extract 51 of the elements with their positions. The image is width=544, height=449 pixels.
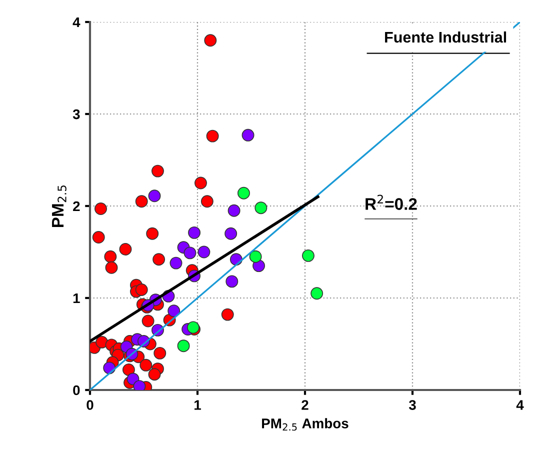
point (168, 304, 180, 318)
point (310, 287, 324, 300)
point (254, 202, 268, 214)
point (177, 340, 190, 352)
point (184, 246, 196, 260)
point (224, 227, 238, 240)
point (135, 195, 148, 208)
point (104, 250, 117, 263)
point (152, 253, 166, 266)
point (148, 368, 161, 381)
point (96, 336, 108, 348)
point (206, 130, 219, 142)
point (122, 364, 135, 376)
y-tick-label: 0 (73, 385, 80, 396)
point (146, 227, 159, 240)
point (188, 226, 201, 239)
point (194, 176, 207, 190)
point (200, 195, 214, 208)
point (237, 186, 250, 200)
annotation: R$^{2}$=0.2 (366, 194, 417, 210)
x-tick-label: 0 (86, 400, 94, 410)
point (221, 308, 234, 321)
x-tick-label: 2 (302, 400, 308, 410)
point (151, 164, 164, 178)
point (154, 346, 166, 360)
y-tick-label: 2 (73, 201, 80, 212)
point (92, 231, 105, 244)
point (302, 249, 314, 262)
point (198, 246, 210, 258)
point (204, 34, 217, 47)
x-tick-label: 3 (408, 400, 416, 410)
point (119, 243, 132, 256)
point (148, 190, 161, 202)
x-tick-label: 1 (194, 400, 201, 410)
x-axis-title: PM$_{2.5}$ Ambos (262, 418, 348, 431)
point (228, 204, 240, 217)
y-axis-title: PM$_{2.5}$ (52, 185, 66, 228)
point (94, 202, 107, 215)
point (135, 283, 148, 296)
point (249, 250, 262, 263)
point (140, 358, 152, 372)
x-tick-label: 4 (516, 400, 524, 410)
point (105, 261, 118, 274)
point (242, 128, 254, 142)
point (170, 256, 182, 270)
y-tick-label: 4 (72, 17, 80, 28)
point (226, 275, 238, 288)
chart-title: Fuente Industrial (385, 31, 506, 43)
y-tick-label: 3 (72, 109, 80, 120)
point (142, 314, 154, 328)
y-tick-label: 1 (73, 293, 80, 304)
